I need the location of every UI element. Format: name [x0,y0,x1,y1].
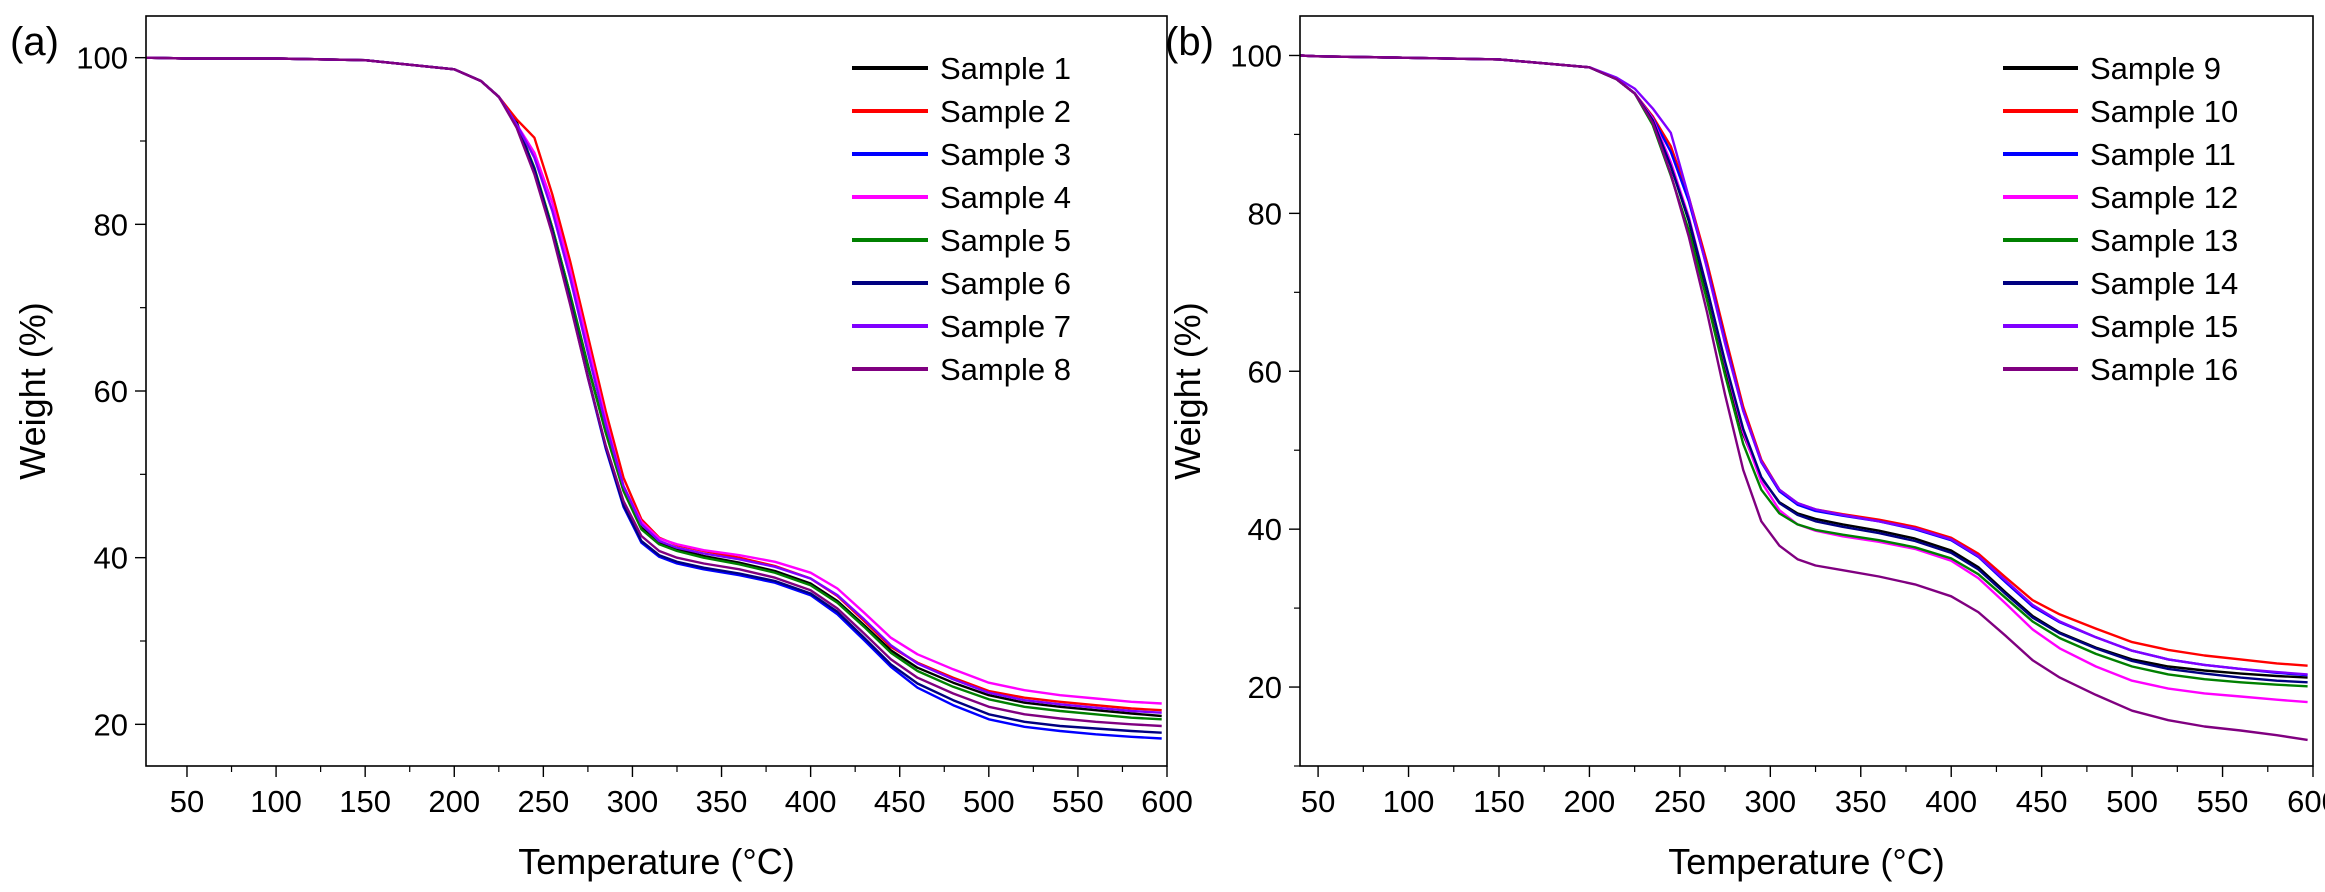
x-tick-label: 350 [696,784,748,819]
x-tick-label: 550 [2197,784,2249,819]
x-tick-label: 500 [963,784,1015,819]
x-tick-label: 550 [1052,784,1104,819]
x-tick-label: 600 [1141,784,1193,819]
series-line-sample-15 [1300,54,2308,676]
panel-label: (b) [1165,20,1214,64]
x-tick-label: 300 [1744,784,1796,819]
legend-entry: Sample 9 [2090,51,2221,86]
legend-entry: Sample 1 [940,51,1071,86]
x-tick-label: 300 [607,784,659,819]
chart-panel-b: 50 100 150 200 250 300 350 400 450 500 550 600 20 40 6… [1165,15,2325,882]
series-line-sample-8 [146,56,1162,728]
legend: Sample 1 Sample 2 Sample 3 Sample 4 Sample 5… [852,51,1071,387]
legend-entry: Sample 16 [2090,352,2238,387]
x-tick-label: 50 [1301,784,1335,819]
x-tick-label: 100 [1383,784,1435,819]
y-tick-label: 20 [94,707,128,742]
y-tick-label: 60 [1248,354,1282,389]
y-tick-label: 20 [1248,670,1282,705]
x-tick-label: 400 [1925,784,1977,819]
x-tick-label: 450 [874,784,926,819]
legend: Sample 9 Sample 10 Sample 11 Sample 12 Sampl… [2003,51,2238,387]
legend-entry: Sample 14 [2090,266,2238,301]
legend-entry: Sample 11 [2090,137,2236,172]
legend-entry: Sample 6 [940,266,1071,301]
legend-entry: Sample 7 [940,309,1071,344]
legend-entry: Sample 5 [940,223,1071,258]
legend-entry: Sample 2 [940,94,1071,129]
x-tick-label: 400 [785,784,837,819]
x-tick-label: 150 [339,784,391,819]
series-group [1300,54,2308,742]
x-tick-label: 250 [1654,784,1706,819]
legend-entry: Sample 13 [2090,223,2238,258]
chart-panel-a: 50 100 150 200 250 300 350 400 450 500 550 600 20 40 6… [10,15,1193,882]
legend-entry: Sample 15 [2090,309,2238,344]
legend-entry: Sample 12 [2090,180,2238,215]
x-tick-label: 250 [517,784,569,819]
y-tick-label: 40 [1248,512,1282,547]
x-tick-label: 200 [1564,784,1616,819]
x-tick-label: 100 [250,784,302,819]
y-tick-label: 80 [94,207,128,242]
axes-frame [1299,15,2314,767]
x-tick-label: 450 [2016,784,2068,819]
y-axis-title: Weight (%) [1167,302,1208,479]
y-axis-title: Weight (%) [12,302,53,479]
y-tick-label: 100 [76,41,128,76]
x-tick-label: 150 [1473,784,1525,819]
y-tick-label: 80 [1248,196,1282,231]
series-group [146,56,1162,740]
x-tick-label: 600 [2287,784,2325,819]
x-tick-label: 350 [1835,784,1887,819]
legend-entry: Sample 8 [940,352,1071,387]
y-tick-label: 100 [1230,38,1282,73]
legend-entry: Sample 3 [940,137,1071,172]
x-tick-label: 200 [428,784,480,819]
panel-label: (a) [10,20,59,64]
y-tick-label: 60 [94,374,128,409]
y-tick-label: 40 [94,541,128,576]
x-tick-label: 50 [170,784,204,819]
x-axis-title: Temperature (°C) [1668,841,1944,882]
series-line-sample-16 [1300,54,2308,742]
legend-entry: Sample 10 [2090,94,2238,129]
x-axis-title: Temperature (°C) [518,841,794,882]
x-tick-label: 500 [2106,784,2158,819]
legend-entry: Sample 4 [940,180,1071,215]
